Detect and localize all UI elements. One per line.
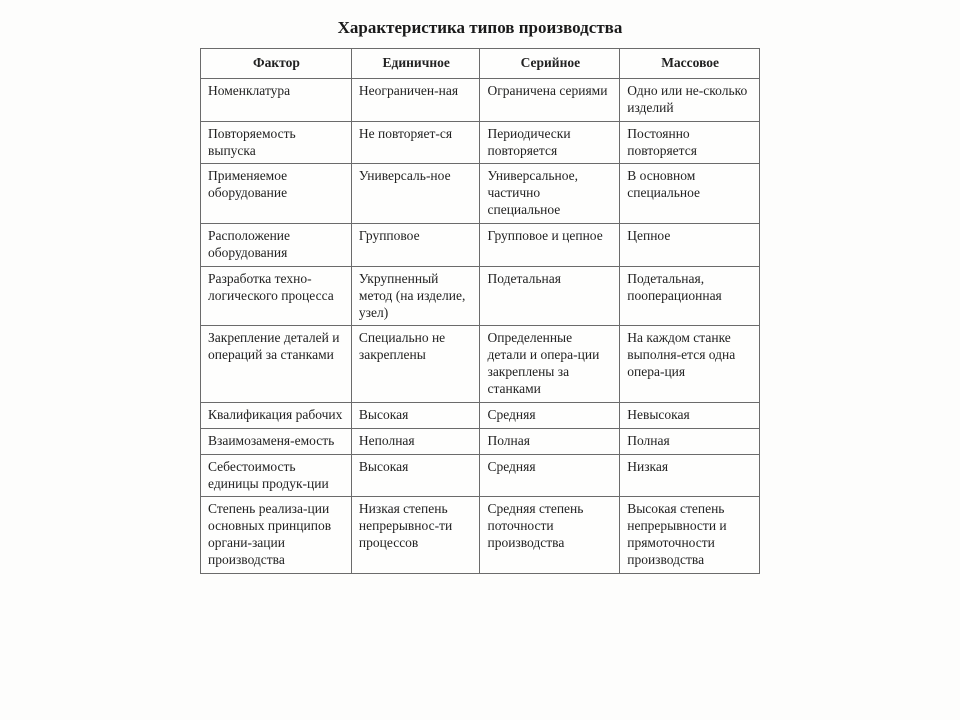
cell-unit: Не повторяет-ся xyxy=(351,121,480,164)
cell-mass: Полная xyxy=(620,428,760,454)
cell-unit: Неограничен-ная xyxy=(351,78,480,121)
table-header-row: Фактор Единичное Серийное Массовое xyxy=(201,49,760,79)
cell-factor: Применяемое оборудование xyxy=(201,164,352,224)
document-page: Характеристика типов производства Фактор… xyxy=(0,0,960,720)
cell-unit: Специально не закреплены xyxy=(351,326,480,403)
cell-serial: Подетальная xyxy=(480,266,620,326)
table-body: Номенклатура Неограничен-ная Ограничена … xyxy=(201,78,760,573)
cell-factor: Степень реализа-ции основных принципов о… xyxy=(201,497,352,574)
cell-unit: Универсаль-ное xyxy=(351,164,480,224)
cell-serial: Ограничена сериями xyxy=(480,78,620,121)
table-row: Квалификация рабочих Высокая Средняя Нев… xyxy=(201,402,760,428)
cell-mass: Низкая xyxy=(620,454,760,497)
cell-mass: Невысокая xyxy=(620,402,760,428)
cell-factor: Номенклатура xyxy=(201,78,352,121)
cell-unit: Высокая xyxy=(351,402,480,428)
cell-mass: Постоянно повторяется xyxy=(620,121,760,164)
cell-mass: Высокая степень непрерывности и прямоточ… xyxy=(620,497,760,574)
cell-mass: Подетальная, пооперационная xyxy=(620,266,760,326)
cell-mass: Одно или не-сколько изделий xyxy=(620,78,760,121)
table-row: Закрепление деталей и операций за станка… xyxy=(201,326,760,403)
cell-factor: Квалификация рабочих xyxy=(201,402,352,428)
table-container: Фактор Единичное Серийное Массовое Номен… xyxy=(200,48,760,574)
production-types-table: Фактор Единичное Серийное Массовое Номен… xyxy=(200,48,760,574)
cell-unit: Низкая степень непрерывнос-ти процессов xyxy=(351,497,480,574)
cell-serial: Универсальное, частично специальное xyxy=(480,164,620,224)
cell-factor: Повторяемость выпуска xyxy=(201,121,352,164)
table-row: Степень реализа-ции основных принципов о… xyxy=(201,497,760,574)
col-header-serial: Серийное xyxy=(480,49,620,79)
cell-serial: Полная xyxy=(480,428,620,454)
col-header-factor: Фактор xyxy=(201,49,352,79)
table-row: Номенклатура Неограничен-ная Ограничена … xyxy=(201,78,760,121)
col-header-mass: Массовое xyxy=(620,49,760,79)
cell-unit: Групповое xyxy=(351,224,480,267)
cell-unit: Укрупненный метод (на изделие, узел) xyxy=(351,266,480,326)
table-row: Повторяемость выпуска Не повторяет-ся Пе… xyxy=(201,121,760,164)
cell-factor: Расположение оборудования xyxy=(201,224,352,267)
cell-serial: Средняя степень поточности производства xyxy=(480,497,620,574)
cell-serial: Средняя xyxy=(480,454,620,497)
cell-factor: Себестоимость единицы продук-ции xyxy=(201,454,352,497)
cell-unit: Высокая xyxy=(351,454,480,497)
cell-mass: На каждом станке выполня-ется одна опера… xyxy=(620,326,760,403)
cell-serial: Периодически повторяется xyxy=(480,121,620,164)
cell-factor: Закрепление деталей и операций за станка… xyxy=(201,326,352,403)
cell-serial: Средняя xyxy=(480,402,620,428)
cell-factor: Взаимозаменя-емость xyxy=(201,428,352,454)
page-title: Характеристика типов производства xyxy=(0,18,960,38)
cell-mass: В основном специальное xyxy=(620,164,760,224)
cell-serial: Групповое и цепное xyxy=(480,224,620,267)
cell-factor: Разработка техно-логического процесса xyxy=(201,266,352,326)
cell-mass: Цепное xyxy=(620,224,760,267)
table-row: Взаимозаменя-емость Неполная Полная Полн… xyxy=(201,428,760,454)
cell-unit: Неполная xyxy=(351,428,480,454)
col-header-unit: Единичное xyxy=(351,49,480,79)
table-row: Разработка техно-логического процесса Ук… xyxy=(201,266,760,326)
cell-serial: Определенные детали и опера-ции закрепле… xyxy=(480,326,620,403)
table-row: Применяемое оборудование Универсаль-ное … xyxy=(201,164,760,224)
table-row: Расположение оборудования Групповое Груп… xyxy=(201,224,760,267)
table-row: Себестоимость единицы продук-ции Высокая… xyxy=(201,454,760,497)
